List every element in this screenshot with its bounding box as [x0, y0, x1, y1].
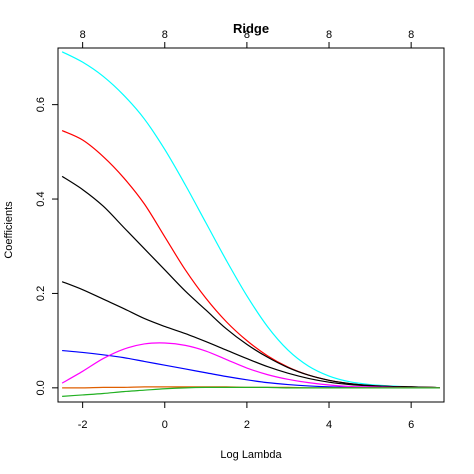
left-axis: 0.0 0.2 0.4 0.6 [35, 97, 58, 395]
bottom-axis: -2 0 2 4 6 [78, 402, 414, 431]
series-line-4 [61, 281, 440, 389]
series-group [61, 51, 440, 397]
series-line-1 [61, 51, 440, 389]
series-line-2 [61, 130, 440, 389]
y-tick-label: 0.4 [35, 191, 47, 206]
series-line-6 [61, 342, 440, 389]
x-tick-label: -2 [78, 419, 88, 431]
top-tick-label: 8 [326, 29, 332, 41]
series-line-8 [62, 386, 440, 397]
top-axis: 8 8 8 8 8 [80, 29, 414, 48]
chart-title: Ridge [233, 21, 269, 36]
top-tick-label: 8 [162, 29, 168, 41]
x-axis-label: Log Lambda [220, 449, 282, 461]
plot-frame [57, 47, 445, 403]
series-line-3 [61, 175, 440, 389]
x-tick-label: 0 [162, 419, 168, 431]
top-tick-label: 8 [408, 29, 414, 41]
y-tick-label: 0.2 [35, 286, 47, 301]
top-tick-label: 8 [80, 29, 86, 41]
y-tick-label: 0.6 [35, 97, 47, 112]
x-tick-label: 6 [408, 419, 414, 431]
x-tick-label: 2 [244, 419, 250, 431]
top-tick-label: 8 [244, 29, 250, 41]
x-tick-label: 4 [326, 419, 332, 431]
y-axis-label: Coefficients [3, 201, 15, 259]
y-tick-label: 0.0 [35, 380, 47, 395]
